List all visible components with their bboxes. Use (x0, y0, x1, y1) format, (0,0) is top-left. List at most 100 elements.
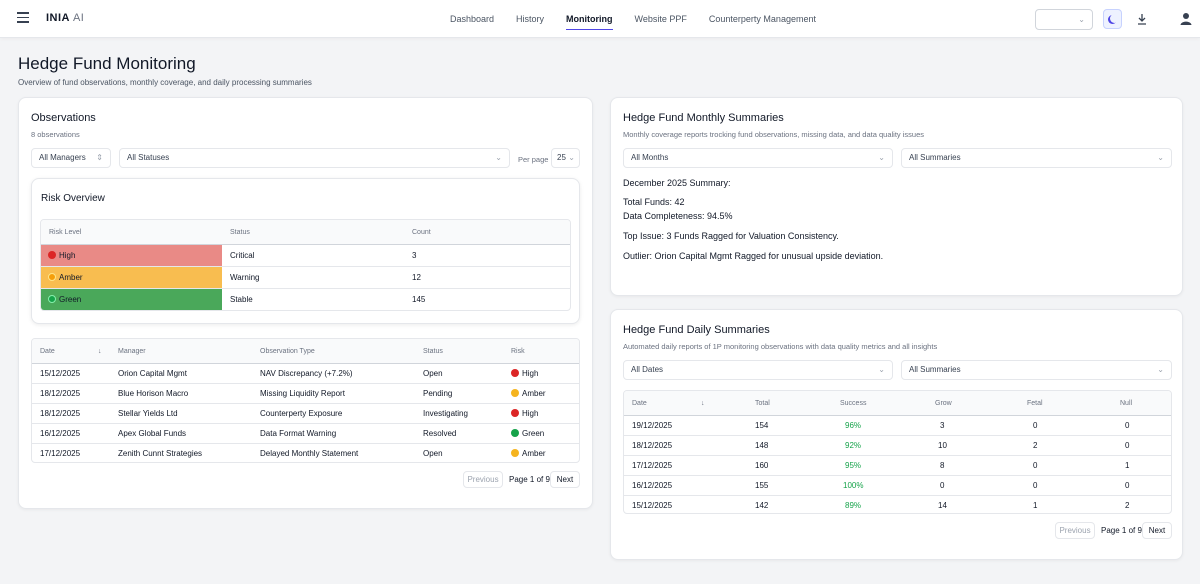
row-date: 18/12/2025 (40, 389, 81, 398)
observations-count: 8 observations (31, 130, 80, 139)
row-risk: Green (511, 424, 544, 444)
user-icon[interactable] (1180, 12, 1192, 26)
chevron-down-icon: ⌄ (878, 153, 885, 162)
chevron-updown-icon: ⇕ (96, 153, 103, 162)
header-date[interactable]: Date (632, 400, 647, 407)
previous-button[interactable]: Previous (1055, 522, 1095, 539)
row-risk: Amber (511, 384, 546, 404)
month-filter[interactable]: All Months ⌄ (623, 148, 893, 168)
header-success: Success (840, 400, 867, 407)
amber-dot-icon (511, 389, 519, 397)
header-total: Total (755, 400, 770, 407)
header-status: Status (423, 348, 443, 355)
row-null: 0 (1125, 441, 1130, 450)
sort-arrow-icon[interactable]: ↓ (701, 400, 705, 407)
amber-dot-icon (48, 273, 56, 281)
sort-arrow-icon[interactable]: ↓ (98, 348, 102, 355)
row-fetal: 0 (1033, 461, 1038, 470)
table-row[interactable]: 15/12/2025 Orion Capital Mgmt NAV Discre… (32, 364, 579, 384)
row-risk: High (511, 404, 538, 424)
daily-summary-filter[interactable]: All Summaries ⌄ (901, 360, 1172, 380)
row-manager: Blue Horison Macro (118, 389, 189, 398)
row-risk: High (511, 364, 538, 384)
month-filter-value: All Months (631, 153, 669, 162)
monthly-subtitle: Monthly coverage reports trocking fund o… (623, 130, 924, 139)
next-button[interactable]: Next (550, 471, 580, 488)
risk-count: 145 (412, 295, 426, 304)
row-observation-type: Counterperty Exposure (260, 409, 343, 418)
risk-row-amber: Amber Warning 12 (41, 267, 570, 289)
risk-status: Stable (230, 295, 253, 304)
table-row[interactable]: 17/12/2025 160 95% 8 0 1 (624, 456, 1171, 476)
status-filter-value: All Statuses (127, 153, 170, 162)
nav-website-ppf[interactable]: Website PPF (634, 14, 687, 24)
header-risk: Risk (511, 348, 525, 355)
row-grow: 8 (940, 461, 945, 470)
app-brand[interactable]: INIA AI (46, 12, 85, 24)
row-null: 2 (1125, 501, 1130, 510)
table-row[interactable]: 18/12/2025 Blue Horison Macro Missing Li… (32, 384, 579, 404)
download-icon[interactable] (1136, 12, 1148, 26)
table-row[interactable]: 19/12/2025 154 96% 3 0 0 (624, 416, 1171, 436)
monthly-summary-filter[interactable]: All Summaries ⌄ (901, 148, 1172, 168)
amber-dot-icon (511, 449, 519, 457)
row-total: 148 (755, 441, 769, 450)
chevron-down-icon: ⌄ (878, 365, 885, 374)
table-row[interactable]: 16/12/2025 155 100% 0 0 0 (624, 476, 1171, 496)
row-date: 17/12/2025 (40, 449, 81, 458)
header-manager: Manager (118, 348, 146, 355)
header-observation-type: Observation Type (260, 348, 315, 355)
monthly-summary-filter-value: All Summaries (909, 153, 961, 162)
main-nav: Dashboard History Monitoring Website PPF… (450, 0, 816, 38)
chevron-down-icon: ⌄ (1157, 365, 1164, 374)
status-filter[interactable]: All Statuses ⌄ (119, 148, 510, 168)
nav-counterparty-management[interactable]: Counterperty Management (708, 14, 816, 24)
header-null: Null (1120, 400, 1133, 407)
row-fetal: 0 (1033, 421, 1038, 430)
daily-title: Hedge Fund Daily Summaries (623, 324, 770, 336)
table-row[interactable]: 16/12/2025 Apex Global Funds Data Format… (32, 424, 579, 444)
row-status: Open (423, 449, 443, 458)
top-select[interactable]: ⌄ (1035, 9, 1093, 30)
header-count: Count (412, 229, 431, 236)
chevron-down-icon: ⌄ (568, 153, 575, 162)
chevron-down-icon: ⌄ (1157, 153, 1164, 162)
row-success: 89% (845, 501, 862, 510)
header-status: Status (230, 229, 250, 236)
manager-filter[interactable]: All Managers ⇕ (31, 148, 111, 168)
observations-title: Observations (31, 112, 96, 124)
table-row[interactable]: 18/12/2025 148 92% 10 2 0 (624, 436, 1171, 456)
row-risk: Amber (511, 444, 546, 462)
theme-toggle-button[interactable] (1103, 9, 1122, 29)
daily-summaries-card: Hedge Fund Daily Summaries Automated dai… (610, 309, 1183, 560)
row-grow: 10 (938, 441, 947, 450)
summary-top-issue: Top Issue: 3 Funds Ragged for Valuation … (623, 231, 839, 241)
nav-history[interactable]: History (516, 14, 545, 24)
header-grow: Grow (935, 400, 952, 407)
per-page-select[interactable]: 25 ⌄ (551, 148, 580, 168)
row-status: Pending (423, 389, 453, 398)
nav-monitoring[interactable]: Monitoring (566, 0, 613, 38)
row-null: 0 (1125, 481, 1130, 490)
green-dot-icon (511, 429, 519, 437)
date-filter[interactable]: All Dates ⌄ (623, 360, 893, 380)
row-total: 160 (755, 461, 769, 470)
table-row[interactable]: 17/12/2025 Zenith Cunnt Strategies Delay… (32, 444, 579, 462)
daily-subtitle: Automated daily reports of 1P monitoring… (623, 342, 938, 351)
risk-overview-title: Risk Overview (41, 193, 105, 204)
nav-dashboard[interactable]: Dashboard (450, 14, 495, 24)
high-dot-icon (511, 409, 519, 417)
next-button[interactable]: Next (1142, 522, 1172, 539)
table-row[interactable]: 18/12/2025 Stellar Yields Ltd Counterper… (32, 404, 579, 424)
row-success: 92% (845, 441, 862, 450)
previous-button[interactable]: Previous (463, 471, 503, 488)
row-date: 18/12/2025 (632, 441, 673, 450)
table-row[interactable]: 15/12/2025 142 89% 14 1 2 (624, 496, 1171, 513)
date-filter-value: All Dates (631, 365, 664, 374)
row-status: Open (423, 369, 443, 378)
row-date: 15/12/2025 (632, 501, 673, 510)
green-dot-icon (48, 295, 56, 303)
page-title: Hedge Fund Monitoring (18, 54, 196, 73)
menu-icon[interactable] (17, 12, 29, 24)
header-date[interactable]: Date (40, 348, 55, 355)
